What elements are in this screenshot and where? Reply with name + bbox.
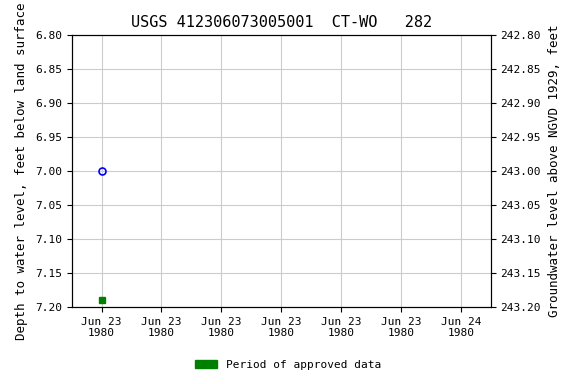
Y-axis label: Groundwater level above NGVD 1929, feet: Groundwater level above NGVD 1929, feet [548,25,561,318]
Title: USGS 412306073005001  CT-WO   282: USGS 412306073005001 CT-WO 282 [131,15,432,30]
Legend: Period of approved data: Period of approved data [191,356,385,375]
Y-axis label: Depth to water level, feet below land surface: Depth to water level, feet below land su… [15,2,28,340]
